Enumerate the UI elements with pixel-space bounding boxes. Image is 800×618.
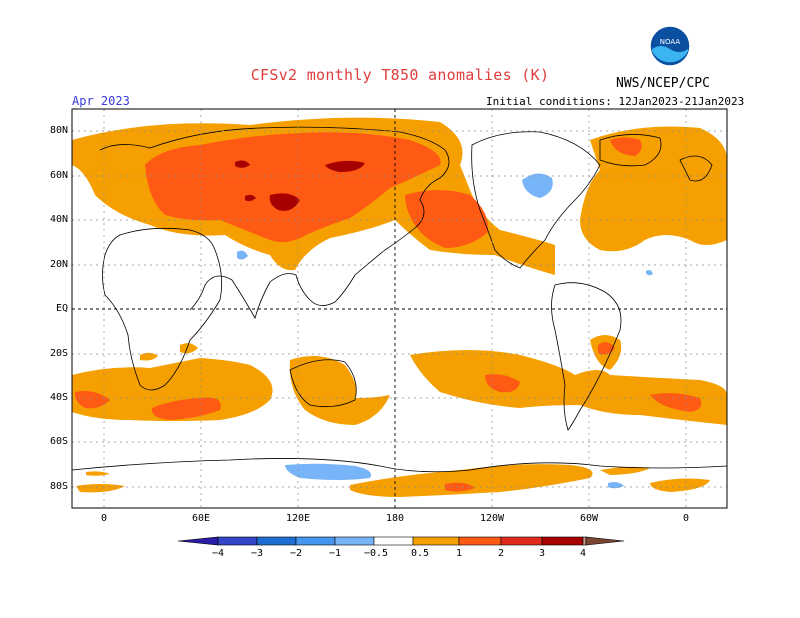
lon-label: 0 xyxy=(682,513,690,524)
colorbar-label: 3 xyxy=(538,548,546,559)
colorbar-label: 4 xyxy=(579,548,587,559)
lat-label: 60N xyxy=(49,170,68,181)
equator-dateline xyxy=(72,109,727,508)
colorbar-label: 0.5 xyxy=(410,548,430,559)
colorbar-label: −2 xyxy=(289,548,303,559)
forecast-period: Apr 2023 xyxy=(72,94,130,108)
lon-label: 0 xyxy=(100,513,108,524)
colorbar-label: −0.5 xyxy=(363,548,389,559)
colorbar xyxy=(177,536,625,546)
colorbar-label: −3 xyxy=(250,548,264,559)
lat-label: 80N xyxy=(49,125,68,136)
colorbar-label: −1 xyxy=(328,548,342,559)
anomaly-band-2 xyxy=(235,160,365,211)
lon-label: 180 xyxy=(385,513,405,524)
lat-label: 20N xyxy=(49,259,68,270)
lat-label: 80S xyxy=(49,481,68,492)
colorbar-label: 1 xyxy=(455,548,463,559)
svg-text:NOAA: NOAA xyxy=(660,38,681,46)
lon-label: 60W xyxy=(579,513,599,524)
map-frame xyxy=(71,108,728,509)
lat-label: 60S xyxy=(49,436,68,447)
lon-label: 60E xyxy=(191,513,211,524)
lon-label: 120W xyxy=(479,513,505,524)
lon-label: 120E xyxy=(285,513,311,524)
anomaly-band-1 xyxy=(74,132,702,492)
coastlines xyxy=(72,126,727,473)
lat-label: EQ xyxy=(55,303,68,314)
lat-label: 20S xyxy=(49,348,68,359)
map-title: CFSv2 monthly T850 anomalies (K) xyxy=(250,66,550,84)
colorbar-label: 2 xyxy=(497,548,505,559)
lat-label: 40N xyxy=(49,214,68,225)
colorbar-label: −4 xyxy=(211,548,225,559)
noaa-logo-icon: NOAA xyxy=(649,25,691,67)
gridlines xyxy=(72,109,727,508)
lat-label: 40S xyxy=(49,392,68,403)
agency-label: NWS/NCEP/CPC xyxy=(616,76,710,91)
initial-conditions: Initial conditions: 12Jan2023-21Jan2023 xyxy=(486,95,745,108)
